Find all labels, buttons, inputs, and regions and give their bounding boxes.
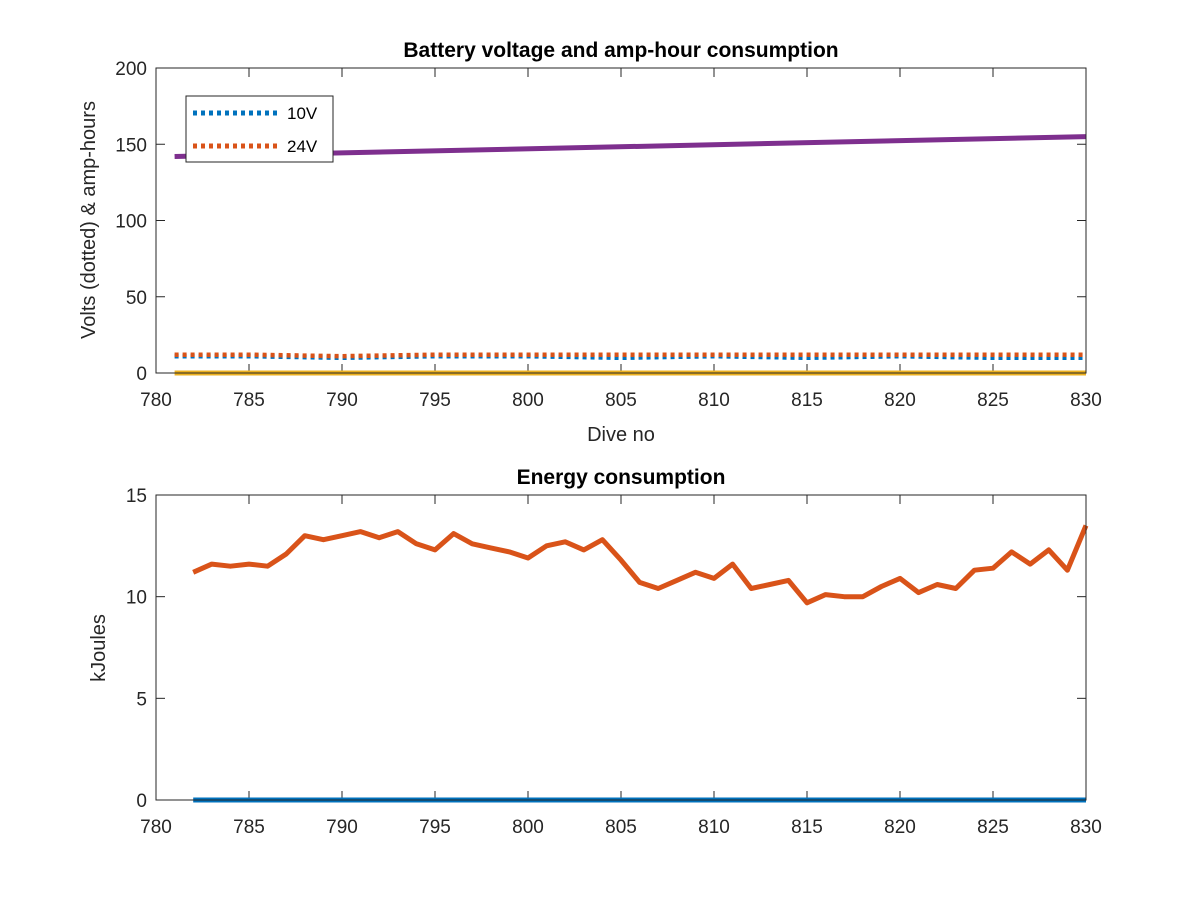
top-x-tick-label: 780 xyxy=(140,390,172,411)
top-y-tick-label: 200 xyxy=(115,59,147,80)
top-y-tick-label: 50 xyxy=(126,288,147,309)
top-series-lines xyxy=(174,134,1087,376)
top-axes: Battery voltage and amp-hour consumption… xyxy=(78,39,1102,446)
legend-24v-label: 24V xyxy=(287,137,318,156)
top-y-tick-label: 150 xyxy=(115,135,147,156)
bottom-y-axis-label: kJoules xyxy=(88,614,110,682)
top-x-tick-label: 795 xyxy=(419,390,451,411)
bottom-x-tick-label: 790 xyxy=(326,817,358,838)
bottom-x-tick-label: 800 xyxy=(512,817,544,838)
bottom-x-tick-label: 780 xyxy=(140,817,172,838)
bottom-y-tick-label: 0 xyxy=(136,791,147,812)
bottom-x-tick-label: 830 xyxy=(1070,817,1102,838)
legend-10v-label: 10V xyxy=(287,104,318,123)
bottom-x-tick-label: 815 xyxy=(791,817,823,838)
top-chart-title: Battery voltage and amp-hour consumption xyxy=(403,39,838,62)
bottom-y-tick-label: 5 xyxy=(136,689,147,710)
bottom-y-tick-label: 15 xyxy=(126,486,147,507)
top-y-tick-label: 100 xyxy=(115,212,147,233)
top-x-tick-label: 785 xyxy=(233,390,265,411)
bottom-axes-box xyxy=(155,494,1087,801)
top-axes-box xyxy=(155,67,1087,374)
top-legend: 10V 24V xyxy=(185,95,334,163)
top-x-tick-label: 830 xyxy=(1070,390,1102,411)
top-series-line-24v xyxy=(174,352,1086,359)
top-y-axis-label: Volts (dotted) & amp-hours xyxy=(78,101,100,339)
bottom-chart-title: Energy consumption xyxy=(517,466,726,489)
bottom-x-tick-label: 820 xyxy=(884,817,916,838)
top-x-axis-label: Dive no xyxy=(587,424,655,446)
top-x-tick-label: 820 xyxy=(884,390,916,411)
top-x-tick-label: 800 xyxy=(512,390,544,411)
bottom-series-line-1 xyxy=(192,524,1089,606)
bottom-axis-ticks: 780 785 790 795 800 805 810 815 820 825 830 0 5 10 15 xyxy=(126,486,1102,838)
bottom-x-tick-label: 795 xyxy=(419,817,451,838)
bottom-axes: Energy consumption kJoules 780 785 790 795 8… xyxy=(88,466,1102,838)
top-axis-ticks: 780 785 790 795 800 805 810 815 820 825 830 0 50 100 1… xyxy=(115,59,1102,411)
top-x-tick-label: 815 xyxy=(791,390,823,411)
bottom-x-tick-label: 785 xyxy=(233,817,265,838)
legend-box xyxy=(185,95,334,163)
top-x-tick-label: 810 xyxy=(698,390,730,411)
bottom-x-tick-label: 825 xyxy=(977,817,1009,838)
bottom-series-lines xyxy=(192,524,1089,803)
top-x-tick-label: 825 xyxy=(977,390,1009,411)
top-x-tick-label: 790 xyxy=(326,390,358,411)
top-x-tick-label: 805 xyxy=(605,390,637,411)
top-y-tick-label: 0 xyxy=(136,364,147,385)
bottom-x-tick-label: 805 xyxy=(605,817,637,838)
bottom-y-tick-label: 10 xyxy=(126,588,147,609)
bottom-x-tick-label: 810 xyxy=(698,817,730,838)
